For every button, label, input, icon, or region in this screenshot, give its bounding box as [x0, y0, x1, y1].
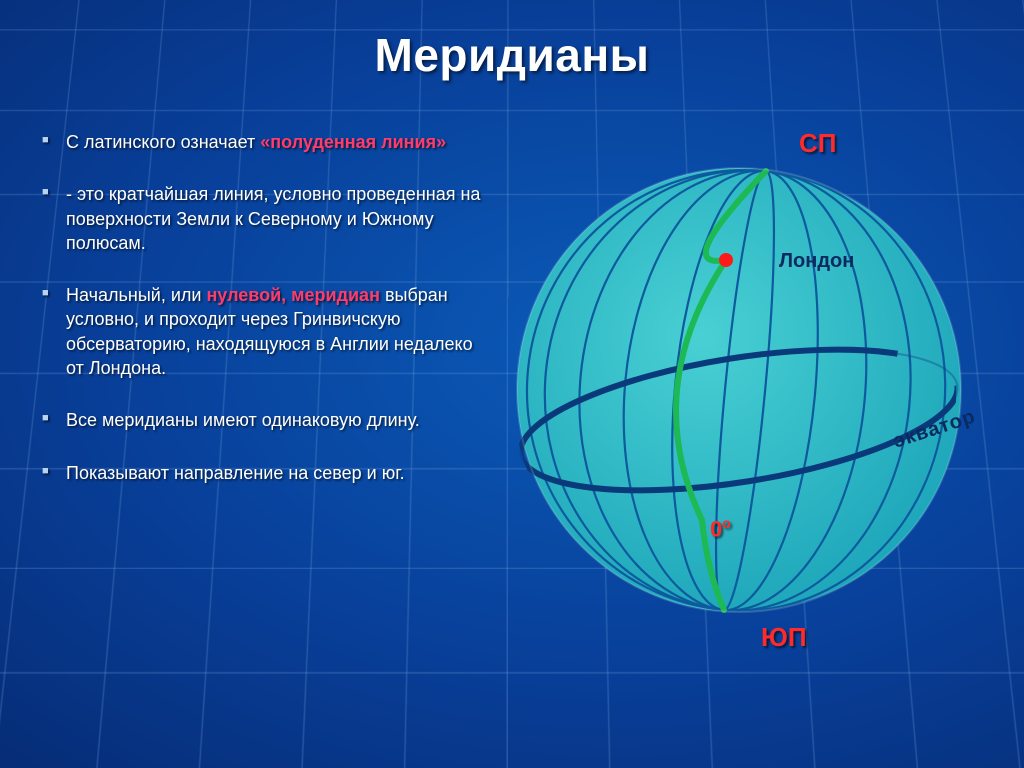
zero-num: 0 [710, 516, 722, 541]
bullet-highlight: «полуденная линия» [260, 132, 446, 152]
bullet-highlight: нулевой, меридиан [206, 285, 380, 305]
zero-sup: о [722, 515, 731, 531]
globe-diagram: СП ЮП Лондон экватор 0о [504, 100, 974, 660]
bullet-text: С латинского означает [66, 132, 260, 152]
globe-svg [504, 160, 974, 630]
bullet-text: Начальный, или [66, 285, 206, 305]
bullet-item: Все меридианы имеют одинаковую длину. [42, 408, 482, 432]
bullet-text: Все меридианы имеют одинаковую длину. [66, 410, 420, 430]
north-pole-label: СП [799, 128, 836, 159]
south-pole-label: ЮП [761, 622, 807, 653]
bullet-item: - это кратчайшая линия, условно проведен… [42, 182, 482, 255]
slide-title: Меридианы [0, 28, 1024, 82]
bullet-item: С латинского означает «полуденная линия» [42, 130, 482, 154]
zero-degree-label: 0о [710, 515, 731, 542]
bullet-list: С латинского означает «полуденная линия»… [42, 130, 482, 513]
bullet-item: Начальный, или нулевой, меридиан выбран … [42, 283, 482, 380]
bullet-text: Показывают направление на север и юг. [66, 463, 405, 483]
bullet-item: Показывают направление на север и юг. [42, 461, 482, 485]
london-label: Лондон [779, 250, 854, 273]
bullet-text: - это кратчайшая линия, условно проведен… [66, 184, 480, 253]
